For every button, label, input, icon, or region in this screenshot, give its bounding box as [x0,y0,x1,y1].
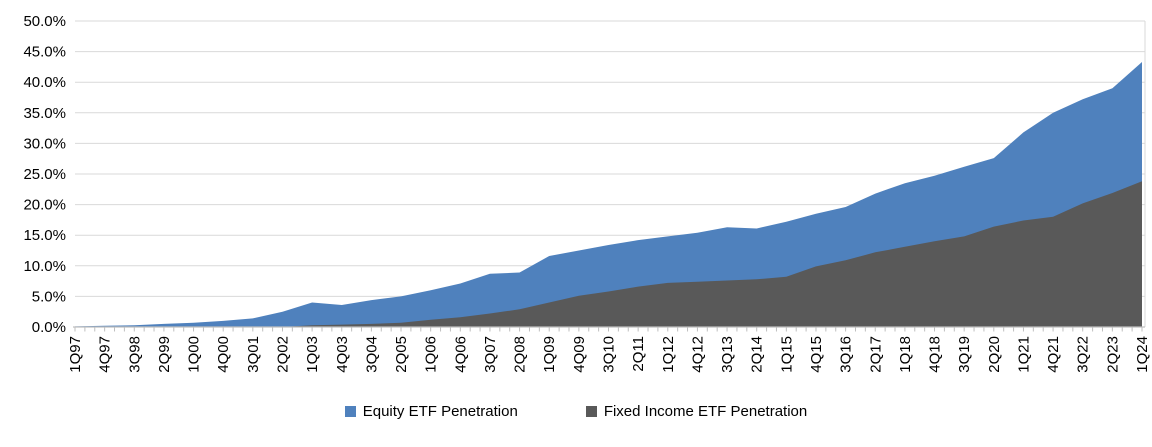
y-axis-label: 10.0% [23,258,66,275]
x-axis-label: 3Q98 [126,336,143,373]
x-axis-label: 1Q12 [660,336,677,373]
x-axis-label: 3Q22 [1075,336,1092,373]
x-axis-label: 4Q09 [571,336,588,373]
y-axis-label: 25.0% [23,166,66,183]
y-axis-label: 30.0% [23,135,66,152]
x-axis-label: 2Q14 [749,336,766,373]
x-axis-label: 2Q05 [393,336,410,373]
x-axis-label: 1Q21 [1015,336,1032,373]
y-axis-label: 40.0% [23,74,66,91]
x-axis-label: 1Q00 [186,336,203,373]
x-axis-label: 1Q09 [541,336,558,373]
x-axis-label: 3Q16 [838,336,855,373]
y-axis-label: 35.0% [23,105,66,122]
legend-item-equity: Equity ETF Penetration [344,402,518,420]
x-axis-label: 4Q00 [215,336,232,373]
x-axis-label: 4Q21 [1045,336,1062,373]
x-axis-label: 4Q03 [334,336,351,373]
y-axis-label: 45.0% [23,44,66,61]
y-axis-label: 5.0% [32,288,66,305]
legend-label-equity: Equity ETF Penetration [362,402,518,420]
legend-swatch-equity [344,405,356,417]
x-axis-label: 3Q10 [601,336,618,373]
x-axis-label: 2Q99 [156,336,173,373]
x-axis-label: 3Q01 [245,336,262,373]
x-axis-label: 4Q15 [808,336,825,373]
x-axis-label: 4Q97 [97,336,114,373]
x-axis-label: 1Q97 [67,336,84,373]
x-axis-label: 3Q07 [482,336,499,373]
legend-swatch-fixed-income [585,405,597,417]
x-axis-label: 1Q06 [423,336,440,373]
x-axis-label: 4Q12 [689,336,706,373]
x-axis-label: 3Q13 [719,336,736,373]
x-axis-label: 2Q17 [867,336,884,373]
fixed-income-area-series [75,181,1142,327]
x-axis-label: 2Q02 [275,336,292,373]
legend-item-fixed-income: Fixed Income ETF Penetration [585,402,808,420]
x-axis-label: 2Q08 [512,336,529,373]
x-axis-label: 2Q23 [1104,336,1121,373]
y-axis-label: 50.0% [23,13,66,30]
x-axis-label: 3Q04 [363,336,380,373]
x-axis-label: 1Q03 [304,336,321,373]
x-axis-label: 1Q18 [897,336,914,373]
x-axis-label: 2Q11 [630,336,647,372]
x-axis-label: 2Q20 [986,336,1003,373]
x-axis-label: 3Q19 [956,336,973,373]
x-axis-label: 1Q24 [1134,336,1151,373]
legend: Equity ETF Penetration Fixed Income ETF … [0,399,1152,423]
legend-label-fixed-income: Fixed Income ETF Penetration [603,402,808,420]
y-axis-label: 0.0% [32,319,66,336]
x-axis-label: 4Q06 [452,336,469,373]
y-axis-label: 20.0% [23,197,66,214]
x-axis-label: 1Q15 [778,336,795,373]
x-axis-label: 4Q18 [927,336,944,373]
y-axis-label: 15.0% [23,227,66,244]
